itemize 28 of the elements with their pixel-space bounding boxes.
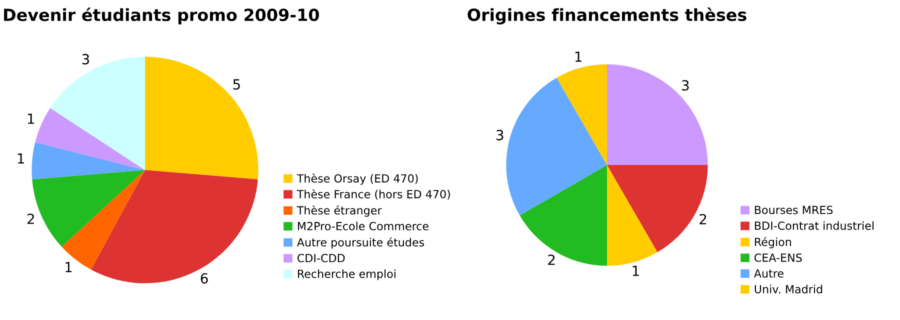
data-label: 1 <box>575 52 582 62</box>
data-label: 3 <box>496 130 504 140</box>
chart-title: Devenir étudiants promo 2009-10 <box>4 8 319 24</box>
data-label: 1 <box>28 114 34 124</box>
legend-label: Région <box>754 237 791 248</box>
legend-label: Thèse étranger <box>296 206 382 217</box>
data-label: 3 <box>82 54 89 64</box>
data-label: 6 <box>200 273 208 284</box>
legend-label: Autre poursuite études <box>296 237 424 249</box>
data-label: 1 <box>18 153 24 164</box>
legend-label: Thèse Orsay (ED 470) <box>296 174 418 185</box>
data-label: 2 <box>27 214 34 224</box>
legend-label: Thèse France (hors ED 470) <box>296 189 450 200</box>
data-label: 1 <box>632 266 639 276</box>
legend-label: BDI-Contrat industriel <box>754 221 874 230</box>
chart-title: Origines financements thèses <box>468 8 746 24</box>
legend-label: Autre <box>754 269 784 278</box>
legend-label: Recherche emploi <box>298 269 396 280</box>
data-label: 5 <box>233 79 240 90</box>
data-label: 2 <box>548 254 555 265</box>
data-label: 1 <box>66 262 72 272</box>
legend-label: CEA-ENS <box>754 253 802 262</box>
legend-label: M2Pro-Ecole Commerce <box>298 222 428 230</box>
legend-label: Bourses MRES <box>754 206 833 214</box>
data-label: 2 <box>700 214 706 224</box>
legend-label: CDI-CDD <box>298 254 345 262</box>
legend-label: Univ. Madrid <box>754 284 822 294</box>
data-label: 3 <box>682 80 689 91</box>
